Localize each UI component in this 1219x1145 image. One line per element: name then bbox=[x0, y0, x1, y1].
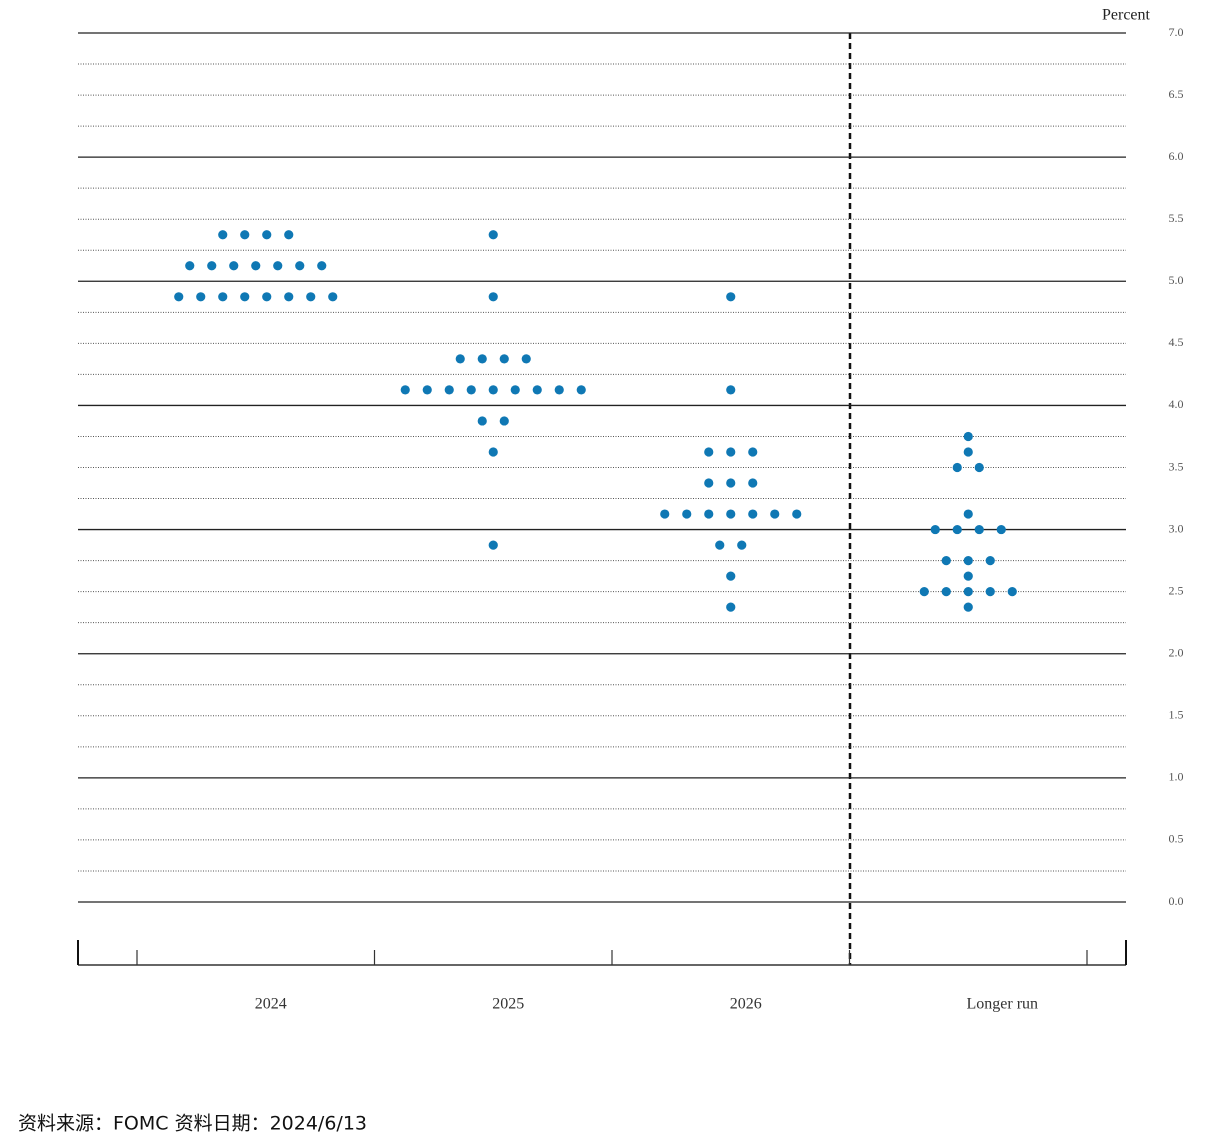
dot bbox=[240, 230, 250, 240]
dot bbox=[726, 385, 736, 395]
dot bbox=[748, 478, 758, 488]
dot bbox=[930, 524, 940, 535]
dot bbox=[682, 509, 692, 519]
dot bbox=[660, 509, 670, 519]
dot bbox=[466, 385, 476, 395]
dot bbox=[207, 261, 217, 271]
y-tick-label: 5.5 bbox=[1169, 211, 1184, 225]
dot bbox=[284, 230, 294, 240]
dot bbox=[952, 462, 962, 473]
dot bbox=[499, 416, 509, 426]
dot bbox=[704, 447, 714, 457]
dot bbox=[726, 571, 736, 581]
y-axis-label: Percent bbox=[1102, 7, 1151, 24]
dot bbox=[963, 447, 973, 457]
dot bbox=[273, 261, 283, 271]
dot bbox=[262, 292, 272, 302]
x-tick-label: 2024 bbox=[255, 996, 287, 1013]
dot bbox=[400, 385, 410, 395]
dot bbox=[521, 354, 531, 364]
dot bbox=[726, 447, 736, 457]
y-tick-label: 6.0 bbox=[1169, 149, 1184, 163]
y-tick-label: 2.0 bbox=[1169, 645, 1184, 659]
y-tick-label: 3.5 bbox=[1169, 459, 1184, 473]
dot bbox=[576, 385, 586, 395]
dot bbox=[477, 354, 487, 364]
dot bbox=[963, 602, 973, 612]
dot bbox=[985, 556, 995, 566]
dot bbox=[792, 509, 802, 519]
dot bbox=[488, 385, 498, 395]
y-tick-label: 6.5 bbox=[1169, 87, 1184, 101]
dot bbox=[477, 416, 487, 426]
dot bbox=[185, 261, 195, 271]
dot bbox=[262, 230, 272, 240]
dot bbox=[444, 385, 454, 395]
y-tick-label: 2.5 bbox=[1169, 583, 1184, 597]
dot bbox=[510, 385, 520, 395]
dot bbox=[941, 587, 951, 597]
dot bbox=[422, 385, 432, 395]
dot bbox=[996, 524, 1006, 535]
y-tick-label: 1.0 bbox=[1169, 770, 1184, 784]
dot bbox=[455, 354, 465, 364]
x-tick-label: Longer run bbox=[966, 996, 1038, 1013]
dot bbox=[295, 261, 305, 271]
x-tick-label: 2025 bbox=[492, 996, 524, 1013]
dot bbox=[229, 261, 239, 271]
dot bbox=[196, 292, 206, 302]
dot bbox=[554, 385, 564, 395]
dot bbox=[174, 292, 184, 302]
dot bbox=[488, 540, 498, 550]
dot bbox=[963, 556, 973, 566]
y-tick-label: 0.5 bbox=[1169, 832, 1184, 846]
dot bbox=[963, 571, 973, 581]
dot bbox=[251, 261, 261, 271]
x-tick-label: 2026 bbox=[730, 996, 762, 1013]
dot bbox=[488, 292, 498, 302]
dot bbox=[963, 431, 973, 442]
dot bbox=[306, 292, 316, 302]
dot bbox=[963, 509, 973, 519]
dot bbox=[704, 509, 714, 519]
dot bbox=[726, 602, 736, 612]
dot bbox=[284, 292, 294, 302]
dot bbox=[974, 524, 984, 535]
dot bbox=[488, 230, 498, 240]
dot bbox=[715, 540, 725, 550]
y-tick-label: 4.0 bbox=[1169, 397, 1184, 411]
dot bbox=[488, 447, 498, 457]
dot bbox=[952, 524, 962, 535]
dot bbox=[748, 447, 758, 457]
dot bbox=[941, 556, 951, 566]
dot bbox=[963, 587, 973, 597]
dot bbox=[328, 292, 338, 302]
dot bbox=[726, 509, 736, 519]
dot bbox=[317, 261, 327, 271]
dot bbox=[240, 292, 250, 302]
dot bbox=[770, 509, 780, 519]
dot bbox=[218, 230, 228, 240]
y-tick-label: 0.0 bbox=[1169, 894, 1184, 908]
y-tick-label: 7.0 bbox=[1169, 25, 1184, 39]
y-tick-label: 4.5 bbox=[1169, 335, 1184, 349]
dot bbox=[737, 540, 747, 550]
y-tick-label: 5.0 bbox=[1169, 273, 1184, 287]
dot bbox=[532, 385, 542, 395]
dot bbox=[1007, 587, 1017, 597]
dot bbox=[748, 509, 758, 519]
dot bbox=[974, 462, 984, 473]
y-tick-label: 3.0 bbox=[1169, 521, 1184, 535]
dot bbox=[985, 587, 995, 597]
y-tick-label: 1.5 bbox=[1169, 708, 1184, 722]
dot bbox=[919, 587, 929, 597]
dot bbox=[499, 354, 509, 364]
dot bbox=[218, 292, 228, 302]
dot bbox=[704, 478, 714, 488]
dot bbox=[726, 292, 736, 302]
dot bbox=[726, 478, 736, 488]
footer: 资料来源：FOMC 资料日期：2024/6/13 bbox=[18, 1113, 367, 1135]
